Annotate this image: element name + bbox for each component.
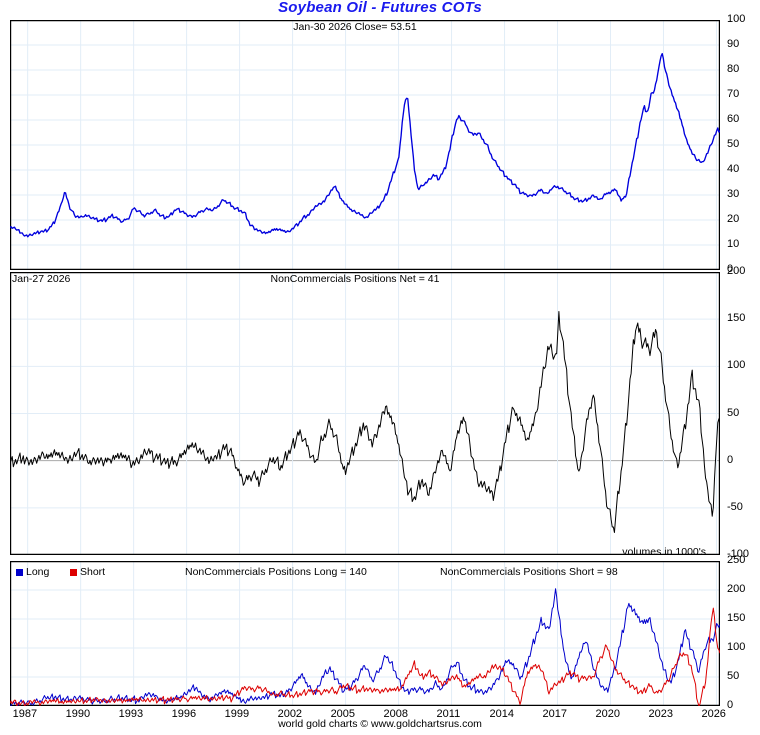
- y-tick-label: 0: [727, 263, 734, 275]
- y-tick-label: 10: [727, 238, 740, 250]
- y-tick-label: 90: [727, 38, 740, 50]
- y-tick-label: 100: [727, 359, 746, 372]
- net-chart-svg: [10, 272, 720, 555]
- footer-credit: world gold charts © www.goldchartsrus.co…: [278, 718, 482, 730]
- x-tick-label: 1990: [65, 708, 91, 720]
- x-tick-label: 2005: [330, 708, 356, 720]
- x-tick-label: 2002: [277, 708, 303, 720]
- x-tick-label: 2023: [648, 708, 673, 720]
- x-tick-label: 1999: [224, 708, 250, 720]
- x-tick-label: 1996: [171, 708, 197, 720]
- long-caption: NonCommercials Positions Long = 140: [185, 566, 367, 578]
- legend-short-swatch: [70, 568, 77, 576]
- y-tick-label: 30: [727, 188, 740, 200]
- y-tick-label: 100: [727, 641, 746, 653]
- y-tick-label: 20: [727, 213, 740, 225]
- y-tick-label: 50: [727, 138, 740, 150]
- x-tick-label: 2008: [383, 708, 409, 720]
- y-tick-label: 100: [727, 13, 746, 25]
- legend-short-label: Short: [80, 566, 106, 578]
- legend-long-label: Long: [26, 566, 50, 578]
- y-tick-label: 80: [727, 63, 740, 75]
- x-tick-label: 1987: [12, 708, 38, 720]
- net-caption: NonCommercials Positions Net = 41: [270, 273, 440, 285]
- y-tick-label: 70: [727, 88, 740, 100]
- y-tick-label: 0: [727, 453, 734, 466]
- page-title: Soybean Oil - Futures COTs: [278, 0, 482, 16]
- y-tick-label: 150: [727, 312, 746, 325]
- y-tick-label: 60: [727, 113, 740, 125]
- y-tick-label: 250: [727, 554, 746, 566]
- y-tick-label: 50: [727, 670, 740, 682]
- net-panel: [10, 272, 720, 555]
- x-tick-label: 2026: [701, 708, 726, 720]
- y-tick-label: 50: [727, 406, 740, 419]
- y-tick-label: 150: [727, 612, 746, 624]
- legend-long: Long: [16, 566, 49, 578]
- volumes-note: volumes in 1000's: [622, 546, 706, 558]
- legend-long-swatch: [16, 568, 23, 576]
- legend-short: Short: [70, 566, 105, 578]
- x-tick-label: 2011: [436, 708, 461, 720]
- price-caption: Jan-30 2026 Close= 53.51: [293, 21, 417, 33]
- price-panel: [10, 20, 720, 270]
- positions-panel: [10, 561, 720, 706]
- net-date-caption: Jan-27 2026: [12, 273, 71, 285]
- y-tick-label: -50: [727, 500, 743, 513]
- y-tick-label: 200: [727, 583, 746, 595]
- x-tick-label: 1993: [118, 708, 144, 720]
- positions-chart-svg: [10, 561, 720, 706]
- y-tick-label: 0: [727, 699, 734, 711]
- price-chart-svg: [10, 20, 720, 270]
- short-caption: NonCommercials Positions Short = 98: [440, 566, 618, 578]
- y-tick-label: 200: [727, 265, 746, 277]
- x-tick-label: 2017: [542, 708, 567, 720]
- y-tick-label: 40: [727, 163, 740, 175]
- x-tick-label: 2014: [489, 708, 514, 720]
- x-tick-label: 2020: [595, 708, 620, 720]
- y-tick-label: -100: [727, 548, 750, 560]
